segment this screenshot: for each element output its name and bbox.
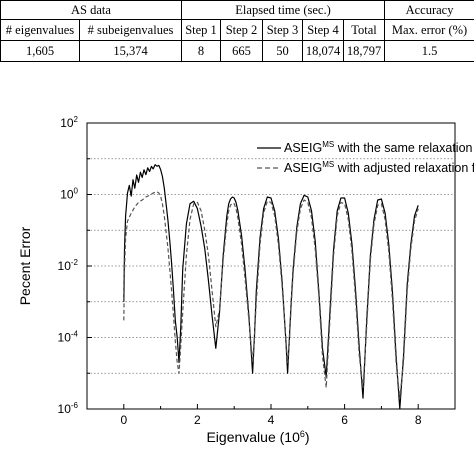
cell-step-2: 665 (220, 40, 263, 62)
results-table: AS data Elapsed time (sec.) Accuracy # e… (0, 0, 474, 62)
y-tick-label: 102 (60, 115, 78, 130)
cell-subeigenvalues: 15,374 (79, 40, 182, 62)
axis-ticks: 0 2 4 6 8 102 100 10-2 10-4 10-6 (58, 115, 456, 427)
x-tick-label: 4 (268, 413, 275, 427)
table-header-row: # eigenvalues # subeigenvalues Step 1 St… (0, 19, 474, 41)
header-subeigenvalues: # subeigenvalues (79, 19, 182, 41)
series-same-relaxation-line (123, 164, 419, 410)
legend: ASEIGMS with the same relaxation factors… (257, 140, 474, 175)
cell-total: 18,797 (342, 40, 386, 62)
x-tick-label: 0 (120, 413, 127, 427)
x-tick-label: 2 (194, 413, 201, 427)
x-tick-label: 6 (341, 413, 348, 427)
series-lines (123, 164, 419, 410)
y-axis-label: Pecent Error (17, 226, 33, 305)
header-total: Total (342, 19, 386, 41)
y-tick-label: 10-2 (58, 258, 79, 273)
cell-step-4: 18,074 (302, 40, 344, 62)
y-tick-label: 100 (60, 187, 78, 202)
y-tick-label: 10-4 (58, 330, 79, 345)
header-step-1: Step 1 (181, 19, 221, 41)
y-tick-label: 10-6 (58, 401, 79, 416)
x-tick-label: 8 (415, 413, 422, 427)
legend-label-adjusted: ASEIGMS with adjusted relaxation factors (284, 160, 474, 175)
x-axis-label: Eigenvalue (106) (206, 429, 309, 445)
table-row: 1,605 15,374 8 665 50 18,074 18,797 1.5 (0, 40, 474, 62)
cell-eigenvalues: 1,605 (0, 40, 80, 62)
cell-step-3: 50 (262, 40, 303, 62)
grid-lines (87, 158, 455, 374)
legend-label-same: ASEIGMS with the same relaxation factors (284, 140, 474, 155)
cell-max-error: 1.5 (384, 40, 474, 62)
series-adjusted-relaxation-line (123, 191, 419, 399)
